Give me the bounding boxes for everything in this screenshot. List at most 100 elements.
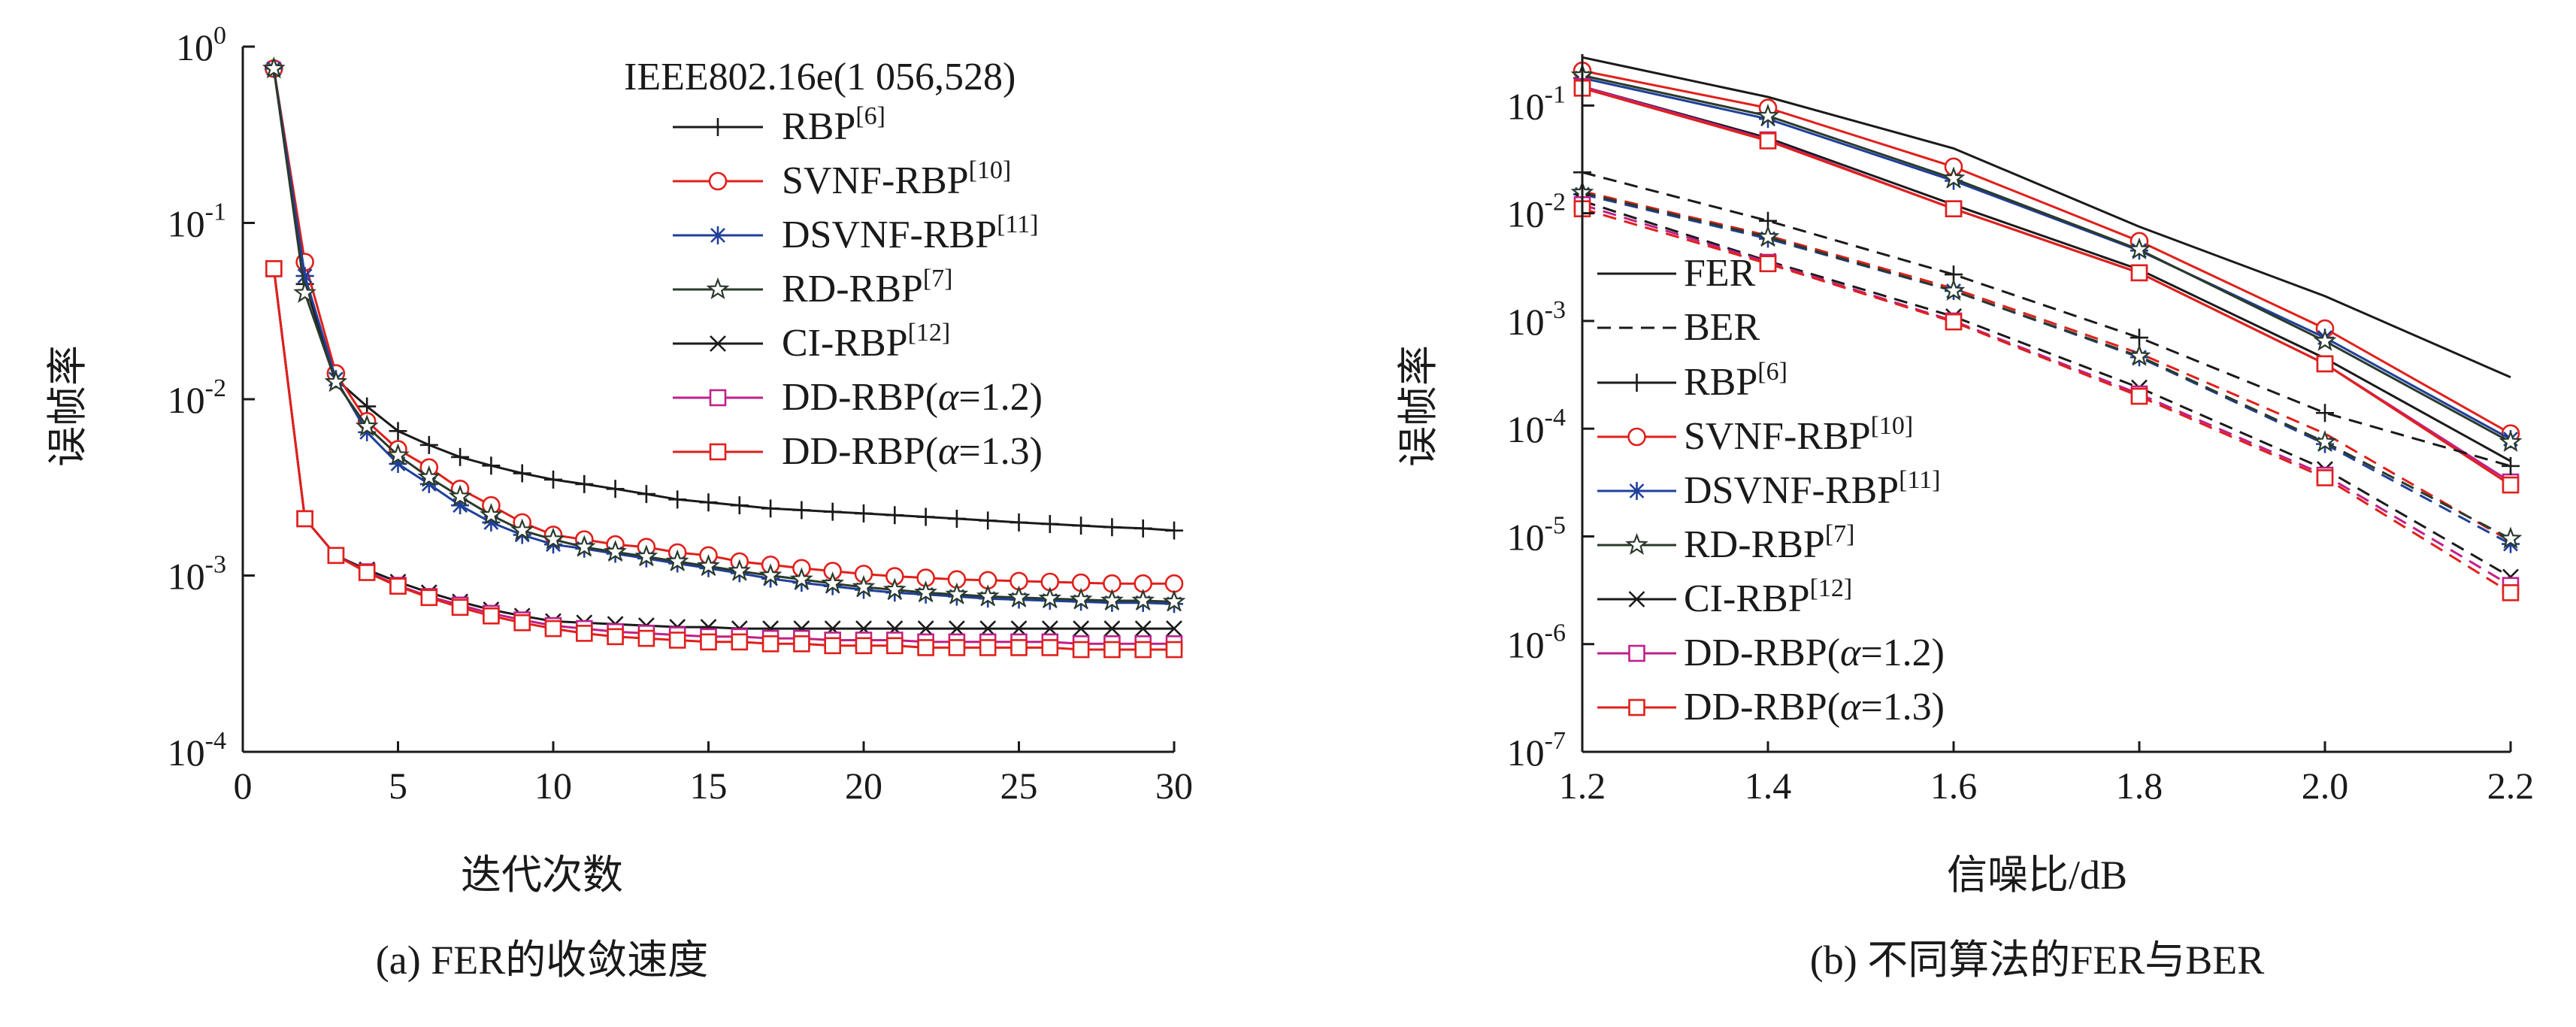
data-point [451, 447, 470, 466]
data-point [1759, 255, 1777, 273]
data-point [604, 540, 627, 562]
x-tick-label: 15 [690, 765, 728, 807]
legend-marker [710, 335, 726, 352]
legend-label: CI-RBP[12] [782, 319, 950, 365]
y-tick-label: 10-1 [168, 198, 226, 245]
data-point [1038, 586, 1062, 609]
chart-a-x-axis-label: 迭代次数 [461, 853, 623, 898]
data-point [976, 584, 1000, 607]
chart-a-y-axis-label: 误帧率 [45, 345, 90, 467]
x-tick-label: 1.8 [2116, 765, 2163, 807]
data-point [2313, 429, 2337, 453]
legend-marker [709, 226, 727, 244]
data-point [1073, 620, 1090, 638]
data-point [389, 577, 407, 595]
data-point [761, 499, 780, 518]
data-point [2502, 476, 2520, 494]
data-point [700, 633, 717, 651]
y-tick-label: 10-2 [1507, 189, 1566, 235]
data-point [1069, 587, 1093, 610]
data-point [1040, 514, 1059, 533]
data-point [419, 435, 438, 454]
series-6 [265, 260, 1183, 659]
data-point [979, 639, 997, 656]
data-point [2502, 584, 2520, 601]
data-point [419, 474, 438, 493]
legend-entry: CI-RBP[12] [1597, 574, 1852, 620]
data-point [947, 509, 966, 528]
data-point [855, 637, 873, 655]
legend-marker [708, 171, 728, 191]
series-line [1582, 203, 2511, 587]
data-point [637, 629, 655, 647]
chart-a-caption: (a) FER的收敛速度 [376, 938, 708, 983]
x-tick-label: 1.2 [1559, 765, 1606, 807]
series-line [1582, 69, 2511, 435]
data-point [451, 496, 470, 515]
legend-label: DSVNF-RBP[11] [782, 211, 1039, 256]
y-tick-label: 10-2 [168, 374, 226, 421]
chart-a-plot-area [262, 56, 1186, 659]
legend-entry: DD-RBP(α=1.3) [1597, 686, 1945, 729]
data-point [296, 510, 313, 528]
series-line [1582, 77, 2511, 441]
data-point [1103, 620, 1121, 638]
chart-a: 0 5 10 15 20 25 30 10-4 10-3 10-2 10-1 100 迭代次数 误帧率… [45, 22, 1193, 983]
y-tick-label: 10-4 [1507, 404, 1566, 450]
legend-entry: SVNF-RBP[10] [1597, 412, 1913, 458]
data-point [917, 639, 934, 656]
data-point [1007, 585, 1031, 607]
data-point [823, 502, 842, 521]
chart-b: 1.2 1.4 1.6 1.8 2.0 2.2 10-7 10-6 10-5 10-4 10-3 10… [1396, 54, 2534, 983]
data-point [793, 635, 810, 653]
legend-entry: DSVNF-RBP[11] [673, 211, 1039, 256]
legend-entry: SVNF-RBP[10] [673, 156, 1011, 202]
x-tick-label: 0 [234, 765, 253, 807]
legend-entry: DSVNF-RBP[11] [1597, 466, 1941, 512]
series-10 [1570, 180, 2523, 549]
legend-entry: RD-RBP[7] [1597, 520, 1855, 566]
series-13 [1573, 200, 2520, 601]
data-point [1134, 620, 1152, 638]
legend-marker [1628, 698, 1645, 716]
legend-entry: DD-RBP(α=1.2) [1597, 632, 1945, 674]
data-point [1131, 588, 1155, 611]
data-point [821, 571, 845, 594]
y-tick-label: 10-4 [168, 727, 226, 774]
series-line [1582, 199, 2511, 578]
legend-style-entry: FER [1597, 252, 1756, 295]
chart-b-x-axis-label: 信噪比/dB [1947, 853, 2127, 898]
data-point [262, 56, 286, 79]
data-point [852, 574, 876, 597]
data-point [295, 267, 314, 286]
x-tick-label: 1.6 [1930, 765, 1978, 807]
data-point [914, 580, 937, 603]
data-point [448, 484, 472, 507]
data-point [2130, 329, 2148, 347]
data-point [1164, 574, 1184, 593]
data-point [1100, 588, 1124, 611]
data-point [1072, 641, 1090, 659]
chart-a-axes: 0 5 10 15 20 25 30 10-4 10-3 10-2 10-1 100 [168, 22, 1193, 807]
data-point [1756, 104, 1780, 126]
data-point [885, 506, 904, 525]
legend-marker [709, 443, 727, 461]
data-point [541, 527, 565, 550]
legend-label: SVNF-RBP[10] [782, 156, 1011, 202]
legend-entry: DD-RBP(α=1.3) [673, 430, 1043, 473]
series-0 [1582, 56, 2511, 379]
data-point [1134, 641, 1152, 659]
data-point [731, 633, 749, 651]
data-point [572, 535, 596, 557]
series-8 [1582, 189, 2511, 543]
data-point [2130, 264, 2148, 282]
data-point [699, 493, 718, 512]
data-point [979, 511, 997, 530]
series-line [1582, 86, 2511, 486]
x-tick-label: 25 [1000, 765, 1038, 807]
data-point [2316, 469, 2334, 486]
chart-b-caption: (b) 不同算法的FER与BER [1810, 938, 2265, 983]
legend-label: DD-RBP(α=1.2) [782, 376, 1043, 419]
